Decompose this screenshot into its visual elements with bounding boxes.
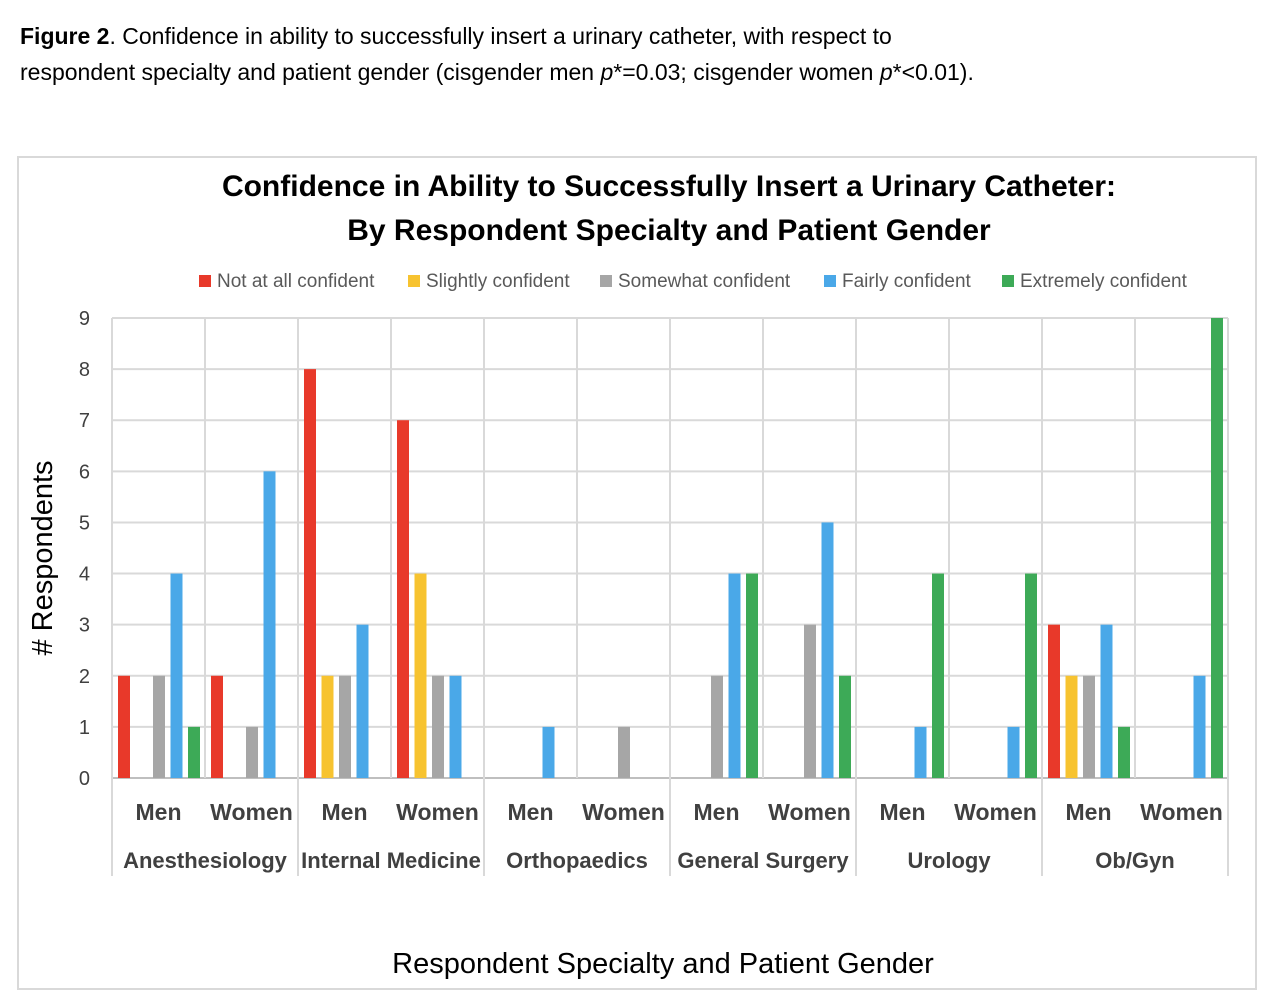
bar <box>153 675 165 778</box>
bar <box>1025 573 1037 778</box>
x-tick-label: Women <box>396 799 479 825</box>
bar <box>246 726 258 778</box>
chart-title-line-2: By Respondent Specialty and Patient Gend… <box>347 214 991 247</box>
chart-container: Confidence in Ability to Successfully In… <box>17 156 1257 990</box>
x-tick-label: Men <box>322 799 368 825</box>
bar <box>1100 624 1113 778</box>
legend-label: Slightly confident <box>426 271 570 292</box>
x-tick-label: Men <box>694 799 740 825</box>
bar <box>1118 726 1130 778</box>
bar <box>1083 675 1095 778</box>
bar <box>449 675 462 778</box>
group-label: Orthopaedics <box>506 848 648 873</box>
x-tick-label: Women <box>768 799 851 825</box>
bar <box>118 675 130 778</box>
y-tick-label: 2 <box>79 666 90 688</box>
bar <box>432 675 444 778</box>
bar <box>618 726 630 778</box>
legend-swatch <box>1002 275 1014 287</box>
legend-label: Extremely confident <box>1020 271 1188 292</box>
bar <box>542 726 555 778</box>
bar <box>397 420 409 778</box>
bar <box>263 471 276 778</box>
x-tick-label: Women <box>210 799 293 825</box>
bar <box>932 573 944 778</box>
group-label: Anesthesiology <box>123 848 288 873</box>
legend-swatch <box>600 275 612 287</box>
figure-label: Figure 2 <box>20 23 110 49</box>
x-axis: Men Women Men Women Men Women Men Women Men Women… <box>111 778 1229 876</box>
caption-text-2a: respondent specialty and patient gender … <box>20 59 601 85</box>
p-symbol-1: p <box>600 59 614 85</box>
bar <box>321 675 334 778</box>
bar <box>1193 675 1206 778</box>
bar <box>211 675 223 778</box>
legend-swatch <box>199 275 211 287</box>
bar <box>304 369 316 778</box>
bar <box>711 675 723 778</box>
caption-line-1: Figure 2. Confidence in ability to succe… <box>20 18 1250 54</box>
y-tick-label: 5 <box>79 512 90 534</box>
y-tick-label: 8 <box>79 359 90 381</box>
bars <box>118 318 1223 778</box>
legend: Not at all confident Slightly confident So… <box>199 271 1188 292</box>
bar <box>1048 624 1060 778</box>
bar <box>728 573 741 778</box>
y-axis: 0 1 2 3 4 5 6 7 8 9 <box>79 308 90 790</box>
caption-text-1: . Confidence in ability to successfully … <box>109 23 892 49</box>
caption-line-2: respondent specialty and patient gender … <box>20 54 1250 90</box>
x-tick-label: Women <box>954 799 1037 825</box>
x-tick-label: Men <box>880 799 926 825</box>
x-tick-label: Women <box>1140 799 1223 825</box>
y-tick-label: 0 <box>79 768 90 790</box>
bar <box>914 726 927 778</box>
caption-text-2b: *=0.03; cisgender women <box>613 59 880 85</box>
x-tick-label: Men <box>508 799 554 825</box>
bar <box>804 624 816 778</box>
p-symbol-2: p <box>879 59 893 85</box>
group-label: Internal Medicine <box>301 848 481 873</box>
bar <box>1007 726 1020 778</box>
x-tick-label: Men <box>136 799 182 825</box>
bar <box>356 624 369 778</box>
legend-swatch <box>824 275 836 287</box>
bar <box>1065 675 1078 778</box>
caption-text-2c: *<0.01). <box>892 59 974 85</box>
group-label: Ob/Gyn <box>1095 848 1174 873</box>
chart-title-line-1: Confidence in Ability to Successfully In… <box>222 170 1116 203</box>
group-label: Urology <box>907 848 991 873</box>
legend-label: Not at all confident <box>217 271 375 292</box>
bar <box>414 573 427 778</box>
y-tick-label: 4 <box>79 564 90 586</box>
bar <box>839 675 851 778</box>
bar <box>821 522 834 778</box>
y-tick-label: 6 <box>79 461 90 483</box>
x-tick-label: Women <box>582 799 665 825</box>
gridlines <box>111 317 1229 779</box>
bar <box>339 675 351 778</box>
bar <box>170 573 183 778</box>
bar <box>746 573 758 778</box>
x-axis-title: Respondent Specialty and Patient Gender <box>392 948 934 980</box>
legend-swatch <box>408 275 420 287</box>
x-tick-label: Men <box>1066 799 1112 825</box>
group-label: General Surgery <box>677 848 849 873</box>
y-tick-label: 7 <box>79 410 90 432</box>
y-tick-label: 1 <box>79 717 90 739</box>
y-tick-label: 3 <box>79 615 90 637</box>
legend-label: Somewhat confident <box>618 271 791 292</box>
y-tick-label: 9 <box>79 308 90 330</box>
bar <box>188 726 200 778</box>
legend-label: Fairly confident <box>842 271 972 292</box>
bar <box>1211 318 1223 778</box>
figure-caption: Figure 2. Confidence in ability to succe… <box>20 18 1250 90</box>
bar-chart: Confidence in Ability to Successfully In… <box>27 170 1229 980</box>
y-axis-title: # Respondents <box>27 460 59 655</box>
